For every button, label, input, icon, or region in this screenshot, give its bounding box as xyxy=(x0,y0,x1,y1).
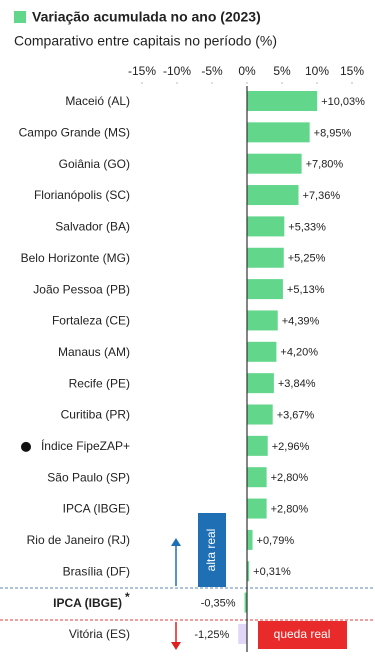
bar xyxy=(247,122,310,143)
value-label: +2,80% xyxy=(271,503,309,515)
bar xyxy=(247,498,267,519)
value-label: -0,35% xyxy=(201,598,236,610)
annotation: alta real xyxy=(204,529,218,572)
arrow-head xyxy=(171,642,181,650)
bar xyxy=(247,91,318,111)
x-tick-label: 10% xyxy=(305,64,329,78)
x-tick-label: -10% xyxy=(163,64,191,78)
bar xyxy=(247,435,268,456)
value-label: +3,67% xyxy=(277,409,315,421)
y-tick-label: Recife (PE) xyxy=(69,376,130,390)
bar xyxy=(247,216,285,237)
value-label: +0,79% xyxy=(257,535,295,547)
y-tick-label: Brasília (DF) xyxy=(63,564,130,578)
bar xyxy=(247,373,274,394)
bar xyxy=(247,467,267,488)
value-label: +4,20% xyxy=(280,347,318,359)
annotation-box xyxy=(258,621,347,649)
y-tick-label: Florianópolis (SC) xyxy=(34,188,130,202)
bar xyxy=(247,185,299,206)
arrow-head xyxy=(171,538,181,546)
value-label: +5,25% xyxy=(288,253,326,265)
value-label: +8,95% xyxy=(314,127,352,139)
chart-subtitle: Comparativo entre capitais no período (%… xyxy=(14,33,277,49)
x-tick-label: 0% xyxy=(238,64,256,78)
bar xyxy=(247,404,273,425)
value-label: +2,80% xyxy=(271,472,309,484)
y-tick-label: Manaus (AM) xyxy=(58,345,130,359)
bar xyxy=(247,247,284,268)
value-label: +2,96% xyxy=(272,441,310,453)
y-tick-label: Campo Grande (MS) xyxy=(19,126,130,140)
y-tick-label: João Pessoa (PB) xyxy=(33,282,130,296)
bar xyxy=(247,561,250,582)
value-label: +5,33% xyxy=(288,221,326,233)
bar xyxy=(247,279,283,300)
y-tick-label: Goiânia (GO) xyxy=(59,157,130,171)
x-tick-label: 15% xyxy=(340,64,364,78)
bar xyxy=(247,153,302,174)
value-label: +10,03% xyxy=(321,96,365,108)
x-tick-label: 5% xyxy=(273,64,291,78)
reference-marker: * xyxy=(125,590,130,604)
chart-title: Variação acumulada no ano (2023) xyxy=(32,9,261,25)
value-label: -1,25% xyxy=(194,629,229,641)
y-tick-label: Maceió (AL) xyxy=(65,94,130,108)
value-label: +3,84% xyxy=(278,378,316,390)
bar xyxy=(244,592,247,613)
y-tick-label: São Paulo (SP) xyxy=(47,470,130,484)
value-label: +7,80% xyxy=(306,159,344,171)
legend-swatch xyxy=(14,11,26,23)
value-label: +7,36% xyxy=(303,190,341,202)
y-tick-label: IPCA (IBGE) xyxy=(63,502,130,516)
y-tick-label: Fortaleza (CE) xyxy=(52,314,130,328)
y-tick-label: Rio de Janeiro (RJ) xyxy=(27,533,130,547)
annotation-box xyxy=(198,513,226,587)
y-tick-label: IPCA (IBGE) xyxy=(53,596,122,610)
value-label: +0,31% xyxy=(253,566,291,578)
y-tick-label: Vitória (ES) xyxy=(69,627,130,641)
y-tick-label: Índice FipeZAP+ xyxy=(41,438,130,453)
value-label: +5,13% xyxy=(287,284,325,296)
bar xyxy=(238,623,247,644)
bar xyxy=(247,341,277,362)
x-tick-label: -15% xyxy=(128,64,156,78)
annotation: queda real xyxy=(274,627,331,641)
marker-dot xyxy=(21,441,31,452)
bar xyxy=(247,310,278,331)
x-tick-label: -5% xyxy=(201,64,223,78)
y-tick-label: Curitiba (PR) xyxy=(61,408,130,422)
bar xyxy=(247,529,253,550)
value-label: +4,39% xyxy=(282,315,320,327)
y-tick-label: Belo Horizonte (MG) xyxy=(21,251,130,265)
y-tick-label: Salvador (BA) xyxy=(55,220,130,234)
